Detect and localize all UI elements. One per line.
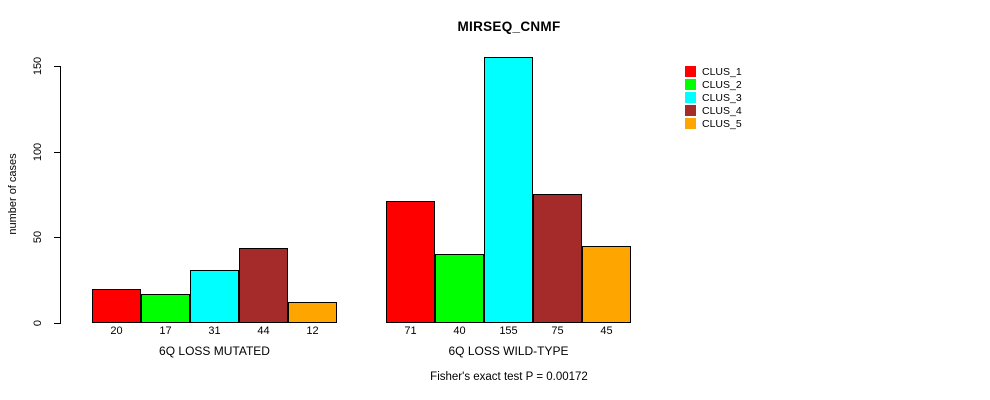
group-label: 6Q LOSS WILD-TYPE <box>448 344 569 358</box>
chart-title: MIRSEQ_CNMF <box>457 19 561 34</box>
bar-value-label: 45 <box>600 325 613 337</box>
y-tick-mark <box>54 152 60 153</box>
bar-clus_3-mutated <box>190 270 239 323</box>
legend-entry: CLUS_3 <box>685 91 742 104</box>
bar-value-label: 75 <box>551 325 564 337</box>
bar-clus_1-wild-type <box>386 201 435 323</box>
bar-clus_5-mutated <box>288 302 337 323</box>
legend-swatch-icon <box>685 92 696 103</box>
y-axis-label: number of cases <box>7 153 19 235</box>
legend-label: CLUS_2 <box>702 78 742 91</box>
y-tick-label: 150 <box>32 56 44 76</box>
y-tick-mark <box>54 323 60 324</box>
y-tick-mark <box>54 237 60 238</box>
bar-clus_5-wild-type <box>582 246 631 323</box>
y-tick-label: 0 <box>32 319 44 327</box>
y-axis <box>60 66 61 324</box>
bar-value-label: 31 <box>208 325 221 337</box>
legend-label: CLUS_4 <box>702 104 742 117</box>
legend-entry: CLUS_2 <box>685 78 742 91</box>
annotation-text: Fisher's exact test P = 0.00172 <box>430 371 588 383</box>
legend-label: CLUS_1 <box>702 65 742 78</box>
bar-clus_4-mutated <box>239 248 288 323</box>
bar-clus_2-mutated <box>141 294 190 323</box>
legend-swatch-icon <box>685 118 696 129</box>
bar-value-label: 20 <box>110 325 123 337</box>
bar-value-label: 12 <box>306 325 319 337</box>
bar-value-label: 40 <box>453 325 466 337</box>
y-tick-mark <box>54 66 60 67</box>
group-label: 6Q LOSS MUTATED <box>159 344 270 358</box>
y-tick-label: 100 <box>32 142 44 162</box>
bar-value-label: 17 <box>159 325 172 337</box>
legend-entry: CLUS_1 <box>685 65 742 78</box>
bar-clus_4-wild-type <box>533 194 582 323</box>
legend-swatch-icon <box>685 66 696 77</box>
bar-value-label: 71 <box>404 325 417 337</box>
legend-label: CLUS_5 <box>702 117 742 130</box>
bar-clus_1-mutated <box>92 289 141 323</box>
bar-value-label: 44 <box>257 325 270 337</box>
legend-entry: CLUS_5 <box>685 117 742 130</box>
y-tick-label: 50 <box>32 230 44 244</box>
legend-entry: CLUS_4 <box>685 104 742 117</box>
bar-clus_3-wild-type <box>484 57 533 323</box>
bar-value-label: 155 <box>499 325 518 337</box>
legend-swatch-icon <box>685 79 696 90</box>
legend-label: CLUS_3 <box>702 91 742 104</box>
bar-clus_2-wild-type <box>435 254 484 323</box>
legend-swatch-icon <box>685 105 696 116</box>
